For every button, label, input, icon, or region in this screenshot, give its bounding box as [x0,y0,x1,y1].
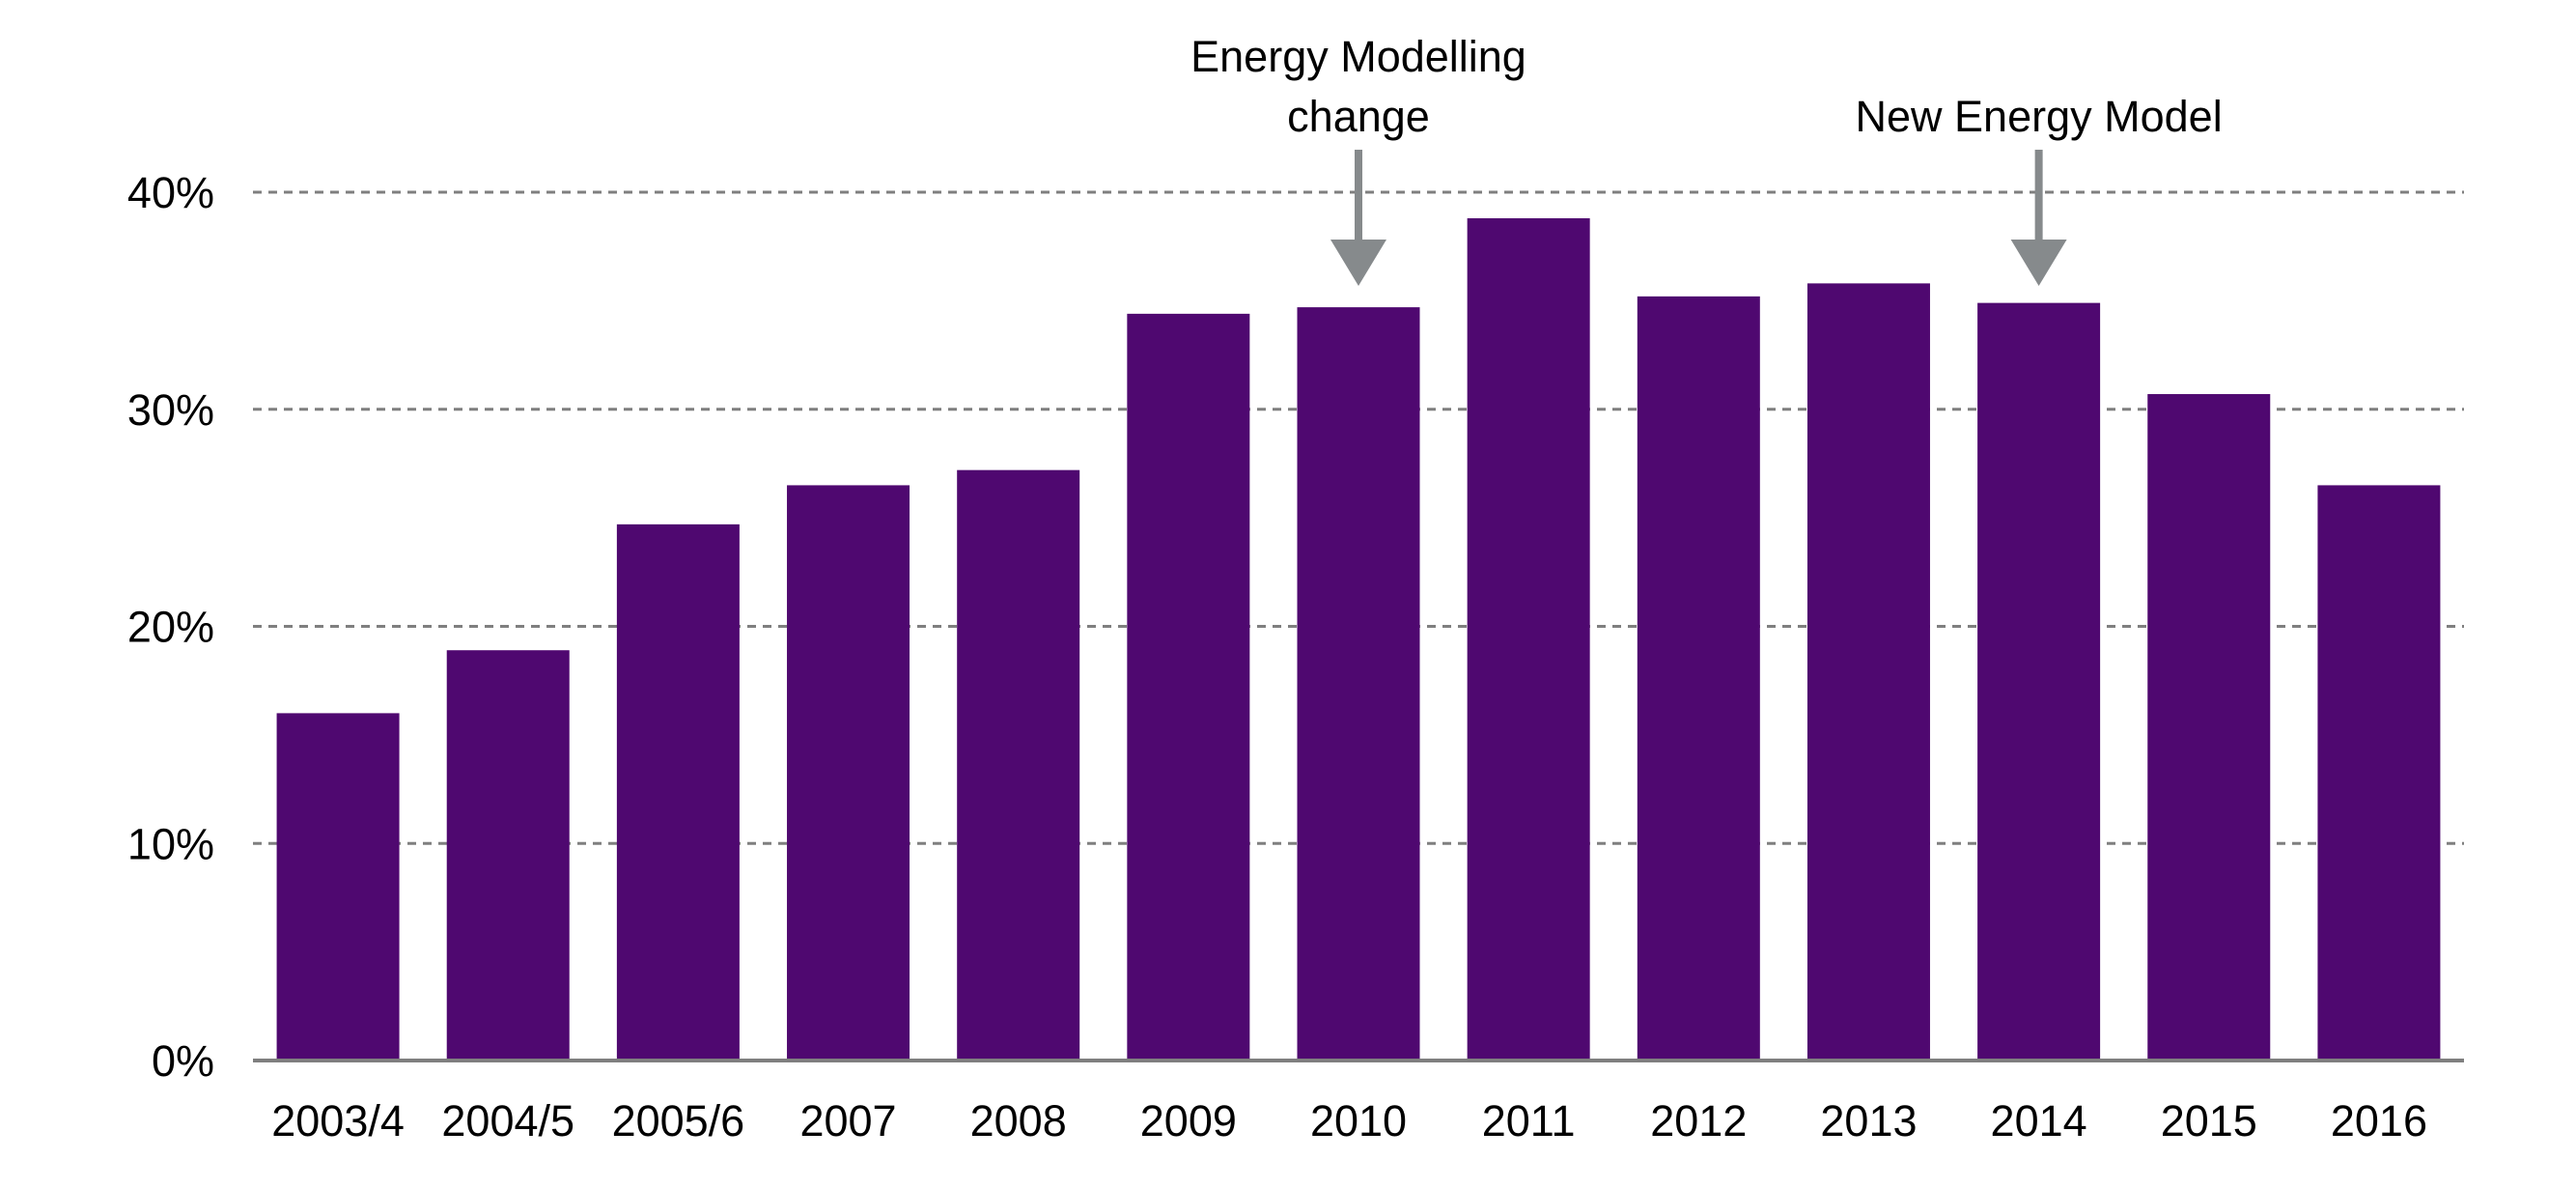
annotation-2010-line-1: Energy Modelling [1190,32,1526,81]
y-tick-label-0: 0% [152,1036,214,1086]
bar-2003-4 [276,713,400,1061]
x-tick-label-2014: 2014 [1991,1096,2087,1146]
x-tick-label-2016: 2016 [2331,1096,2427,1146]
bar-2015 [2147,394,2271,1061]
annotation-layer: Energy Modelling change New Energy Model [1190,32,2223,286]
axis-layer: 0% 10% 20% 30% 40% 2003/4 2004/5 2005/6 2007 2008… [127,168,2464,1146]
bar-2013 [1806,283,1930,1061]
annotation-2010-line-2: change [1287,92,1430,141]
bar-2009 [1127,313,1250,1061]
x-tick-label-2010: 2010 [1310,1096,1407,1146]
y-tick-label-20: 20% [127,603,214,652]
x-tick-label-2005-6: 2005/6 [612,1096,745,1146]
x-tick-label-2003-4: 2003/4 [271,1096,405,1146]
x-tick-label-2015: 2015 [2161,1096,2257,1146]
bar-2012 [1637,296,1760,1061]
bars-layer [276,217,2441,1061]
x-tick-label-2013: 2013 [1820,1096,1917,1146]
annotation-2010-arrow-down-icon [1330,240,1386,286]
bar-2014 [1977,302,2101,1061]
annotation-2014-line-1: New Energy Model [1856,92,2223,141]
y-tick-label-10: 10% [127,819,214,868]
annotation-2014-arrow-down-icon [2010,240,2067,286]
bar-2008 [957,469,1080,1061]
x-tick-label-2012: 2012 [1650,1096,1747,1146]
bar-2004-5 [446,650,570,1061]
annotation-2010-arrow-shaft [1355,150,1362,242]
x-tick-label-2007: 2007 [799,1096,896,1146]
bar-2010 [1297,307,1420,1061]
y-tick-label-40: 40% [127,168,214,217]
bar-2007 [787,485,910,1061]
y-tick-label-30: 30% [127,385,214,435]
x-tick-label-2008: 2008 [970,1096,1067,1146]
bar-2011 [1467,217,1590,1061]
x-tick-label-2009: 2009 [1140,1096,1237,1146]
bar-2016 [2317,485,2441,1061]
x-tick-label-2011: 2011 [1482,1096,1576,1146]
bar-2005-6 [616,523,740,1061]
annotation-2014-arrow-shaft [2034,150,2043,242]
x-tick-label-2004-5: 2004/5 [441,1096,574,1146]
